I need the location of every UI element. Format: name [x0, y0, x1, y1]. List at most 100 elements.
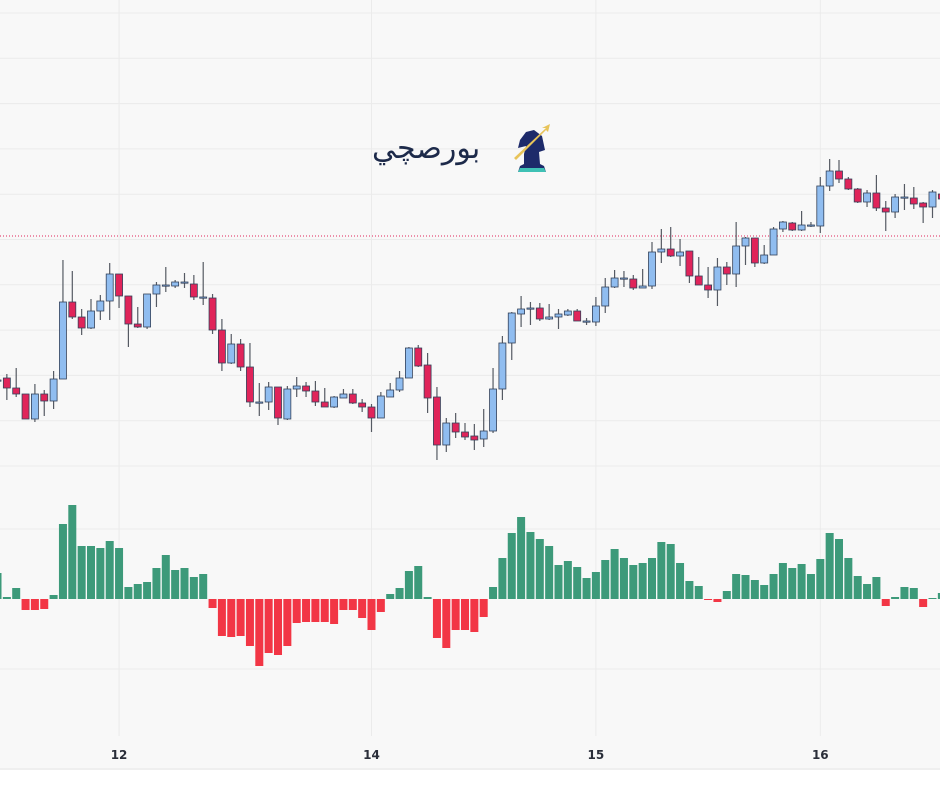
candle-body-up: [283, 388, 292, 420]
candle-body-down: [694, 275, 703, 286]
candle-body-down: [881, 207, 890, 213]
candle-body-up: [161, 284, 170, 287]
candle: [292, 377, 301, 397]
candle-body-up: [0, 379, 2, 382]
candle-body-down: [21, 393, 30, 420]
candle: [180, 273, 189, 288]
candle-body-down: [40, 393, 49, 402]
grid: [0, 0, 940, 770]
candle: [648, 242, 656, 289]
candle-body-down: [844, 178, 853, 190]
histogram-bar-positive: [161, 555, 170, 599]
histogram-bar-positive: [180, 568, 189, 599]
candle-body-down: [470, 435, 479, 441]
candle-body-down: [451, 422, 460, 433]
candle: [732, 222, 741, 287]
candle: [264, 382, 273, 410]
candle: [816, 177, 825, 233]
histogram-bar-positive: [49, 595, 58, 599]
candle-body-down: [68, 301, 77, 318]
candle: [563, 309, 572, 316]
histogram-bar-positive: [573, 567, 582, 599]
candle-body-down: [909, 197, 918, 205]
candle: [769, 227, 778, 256]
histogram-bar-positive: [507, 533, 516, 599]
candle: [367, 404, 376, 432]
candle-body-down: [629, 278, 638, 289]
candle-body-up: [807, 224, 815, 227]
candle-body-down: [853, 188, 862, 203]
candle-body-up: [489, 388, 497, 432]
candle: [713, 258, 722, 306]
candle-body-up: [87, 310, 95, 329]
candle-body-down: [367, 406, 376, 419]
histogram-bar-positive: [685, 581, 694, 599]
candle-body-up: [442, 422, 451, 446]
histogram-bar-positive: [0, 573, 2, 599]
candle-body-down: [274, 386, 282, 419]
candle-body-up: [713, 266, 722, 291]
histogram-bar-positive: [423, 597, 432, 599]
candle: [143, 293, 152, 329]
candle: [835, 160, 843, 183]
candle-body-up: [732, 245, 741, 275]
histogram-bar-positive: [87, 546, 95, 599]
candle-body-up: [863, 192, 871, 203]
candle-body-down: [189, 283, 198, 298]
candle: [638, 269, 647, 289]
histogram-bar-positive: [760, 585, 769, 599]
candle: [376, 392, 385, 419]
candle: [928, 190, 937, 218]
histogram-bar-negative: [919, 599, 928, 607]
histogram-bar-positive: [666, 544, 675, 599]
candle-body-up: [404, 347, 413, 379]
candle: [498, 336, 507, 400]
histogram-bar-negative: [283, 599, 292, 646]
logo-text: بورصچي: [372, 131, 480, 166]
histogram-bar-positive: [937, 593, 940, 599]
histogram-bar-positive: [732, 574, 741, 599]
histogram-bar-positive: [806, 574, 815, 599]
candle-body-up: [891, 196, 899, 213]
candle-body-up: [330, 396, 339, 408]
histogram-bar-positive: [778, 563, 787, 599]
candle: [236, 339, 245, 371]
candle: [133, 307, 142, 328]
histogram-bar-positive: [12, 588, 21, 599]
candle-body-up: [563, 310, 572, 316]
candle: [526, 302, 535, 325]
histogram-bar-negative: [320, 599, 329, 622]
logo: بورصچي: [372, 124, 550, 172]
candle-body-down: [358, 402, 367, 408]
candle-body-up: [517, 308, 525, 315]
candle-body-down: [788, 222, 797, 231]
histogram-bar-negative: [274, 599, 282, 655]
histogram-bar-positive: [395, 588, 404, 599]
candle-body-up: [507, 312, 516, 344]
histogram-bar-negative: [704, 599, 713, 600]
candle-body-up: [797, 224, 806, 231]
candle: [610, 270, 619, 288]
histogram-bar-negative: [451, 599, 460, 630]
candle-body-down: [573, 310, 582, 322]
histogram-bar-positive: [872, 577, 881, 599]
candle: [30, 384, 39, 422]
candlestick-chart[interactable]: 12 14 15 16 بورصچي: [0, 0, 940, 770]
candle-body-up: [554, 313, 563, 318]
candle-body-up: [928, 191, 937, 208]
candle: [358, 399, 367, 412]
candle: [348, 389, 357, 404]
candle: [330, 396, 339, 408]
candle: [59, 260, 67, 380]
candle-body-up: [479, 430, 488, 440]
histogram-bar-negative: [227, 599, 236, 637]
candle-body-up: [96, 300, 105, 312]
candle-body-up: [610, 277, 619, 288]
histogram-bar-positive: [517, 517, 526, 599]
candle: [442, 418, 451, 452]
candle: [676, 239, 684, 266]
candle: [760, 245, 769, 264]
candle-body-up: [648, 251, 656, 287]
candle: [741, 237, 750, 265]
candle-body-up: [816, 185, 825, 227]
